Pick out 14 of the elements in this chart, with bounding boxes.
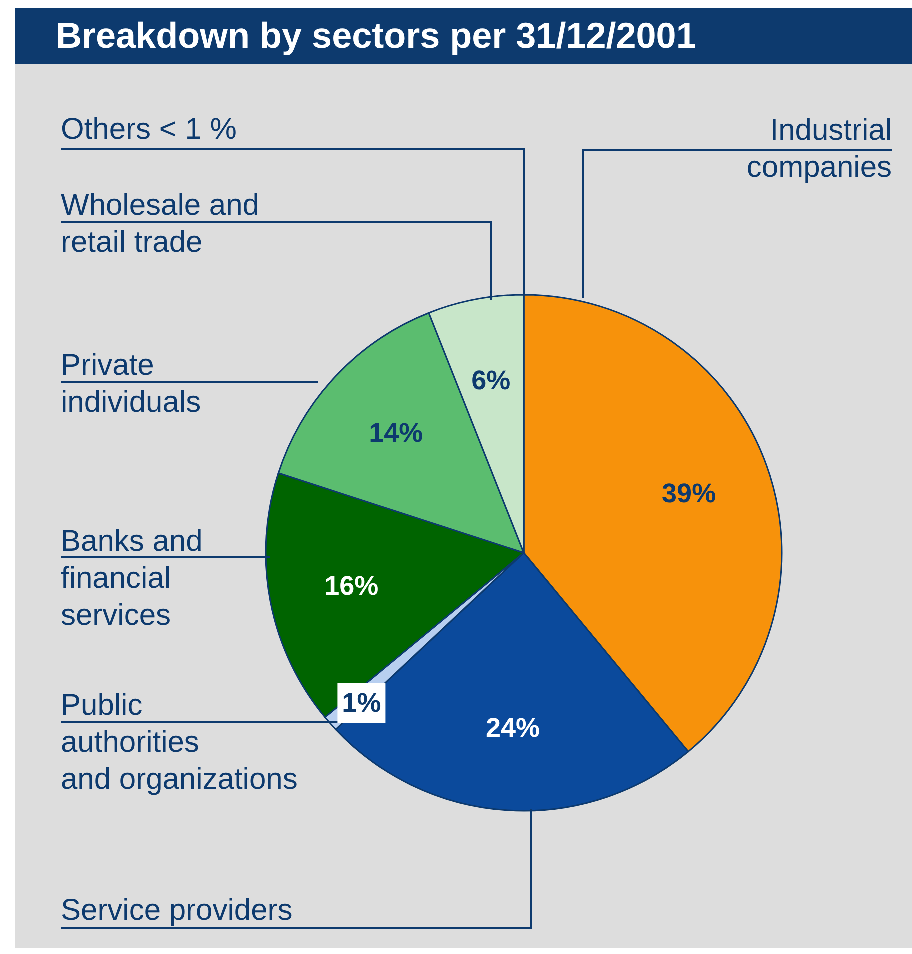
data-label: 16% [324, 570, 379, 601]
chart-title: Breakdown by sectors per 31/12/2001 [56, 15, 696, 56]
slice-label: Banks and financial services [61, 525, 203, 632]
slice-label: Private individuals [61, 349, 202, 419]
slice-label: Industrial companies [746, 114, 892, 184]
slice-label: Wholesale and retail trade [61, 189, 260, 259]
data-label: 24% [486, 713, 540, 744]
data-label: 6% [472, 366, 511, 396]
slice-label: Public authorities and organizations [61, 689, 298, 796]
category-label: Others < 1 % [61, 113, 237, 146]
slice-label: Service providers [61, 894, 293, 927]
data-label: 39% [662, 478, 716, 509]
data-label: 1% [342, 688, 382, 718]
data-label: 14% [369, 418, 424, 448]
